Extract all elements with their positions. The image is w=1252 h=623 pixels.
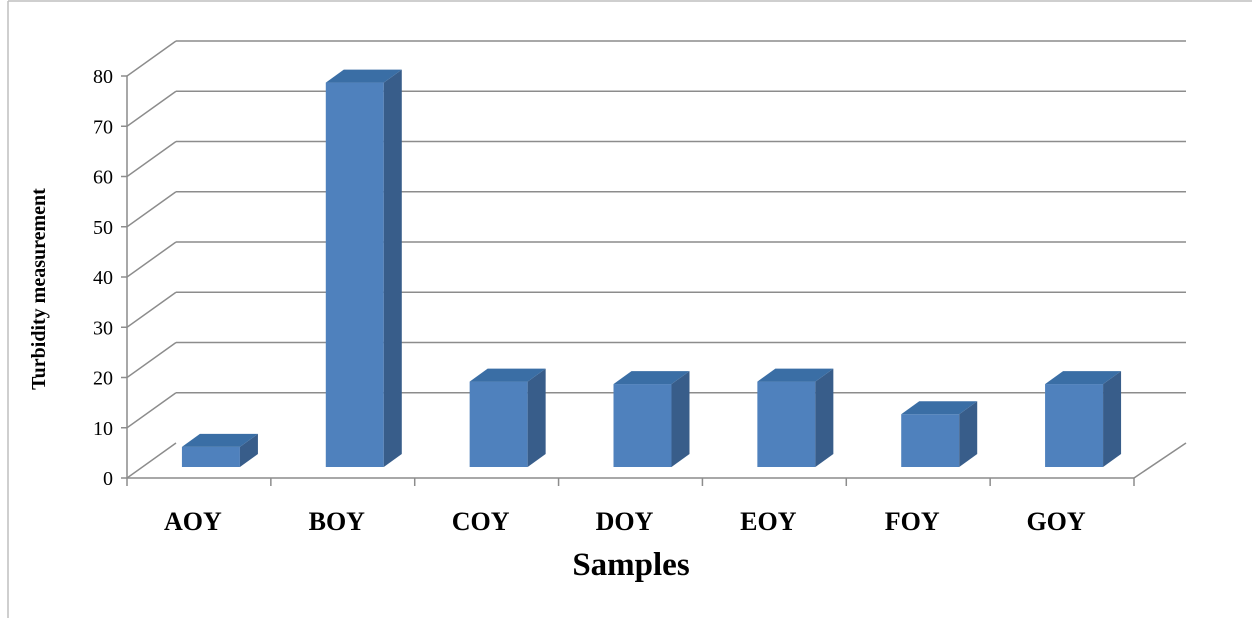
bar-front-face	[1045, 384, 1104, 467]
y-tick-label: 80	[93, 66, 113, 88]
bar-top-face	[181, 433, 258, 447]
y-axis-title: Turbidity measurement	[28, 188, 50, 390]
y-tick-label: 30	[93, 317, 113, 339]
y-tick-label: 0	[103, 468, 113, 490]
x-tick-label: BOY	[309, 507, 366, 536]
x-tick-label: COY	[452, 507, 510, 536]
x-tick-label: DOY	[596, 507, 654, 536]
bar-front-face	[901, 414, 960, 467]
bar-side-face	[959, 401, 978, 467]
bar-front-face	[181, 446, 240, 467]
gridline-depth	[126, 291, 177, 328]
gridline-depth	[126, 90, 177, 127]
bar-top-face	[757, 368, 834, 382]
gridline-depth	[126, 341, 177, 379]
y-tick-label: 70	[93, 116, 113, 138]
axis-layer	[121, 75, 1187, 486]
bar-top-face	[1045, 371, 1122, 385]
bar	[181, 433, 258, 467]
y-tick-label: 20	[93, 368, 113, 390]
bar-front-face	[325, 82, 384, 468]
bar-top-face	[469, 368, 546, 382]
bar-front-face	[613, 384, 672, 467]
bar-side-face	[815, 368, 834, 467]
bar-side-face	[239, 433, 258, 467]
gridline-depth	[126, 140, 177, 178]
y-tick-label: 40	[93, 267, 113, 289]
gridline-depth	[126, 442, 177, 479]
gridline-depth	[126, 40, 177, 77]
bar	[613, 371, 690, 467]
bar	[325, 69, 402, 468]
gridline-depth	[126, 191, 177, 228]
y-tick-label: 10	[93, 418, 113, 440]
bar	[1045, 371, 1122, 467]
bar	[469, 368, 546, 467]
bar-front-face	[757, 381, 816, 467]
gridline-depth	[126, 392, 177, 429]
bar	[901, 401, 978, 467]
x-tick-label: AOY	[164, 507, 222, 536]
x-axis-title: Samples	[572, 547, 690, 583]
bar	[757, 368, 834, 467]
x-tick-label: FOY	[885, 507, 940, 536]
bar-side-face	[383, 69, 402, 468]
x-tick-label: EOY	[740, 507, 797, 536]
bar-front-face	[469, 381, 528, 467]
bar-top-face	[901, 401, 978, 415]
bar-layer	[181, 69, 1122, 468]
label-layer: 0 10 20 30 40 50 60 70 80 AOY BOY COY DOY EOY FOY GOY	[93, 66, 1086, 536]
x-tick-label: GOY	[1026, 507, 1085, 536]
y-tick-label: 60	[93, 167, 113, 189]
bar-side-face	[1103, 371, 1122, 467]
bar-side-face	[527, 368, 546, 467]
y-tick-label: 50	[93, 217, 113, 239]
bar-side-face	[671, 371, 690, 467]
floor-right-edge	[1133, 442, 1187, 479]
gridline-depth	[126, 241, 177, 278]
bar-top-face	[325, 69, 402, 83]
bar-top-face	[613, 371, 690, 385]
